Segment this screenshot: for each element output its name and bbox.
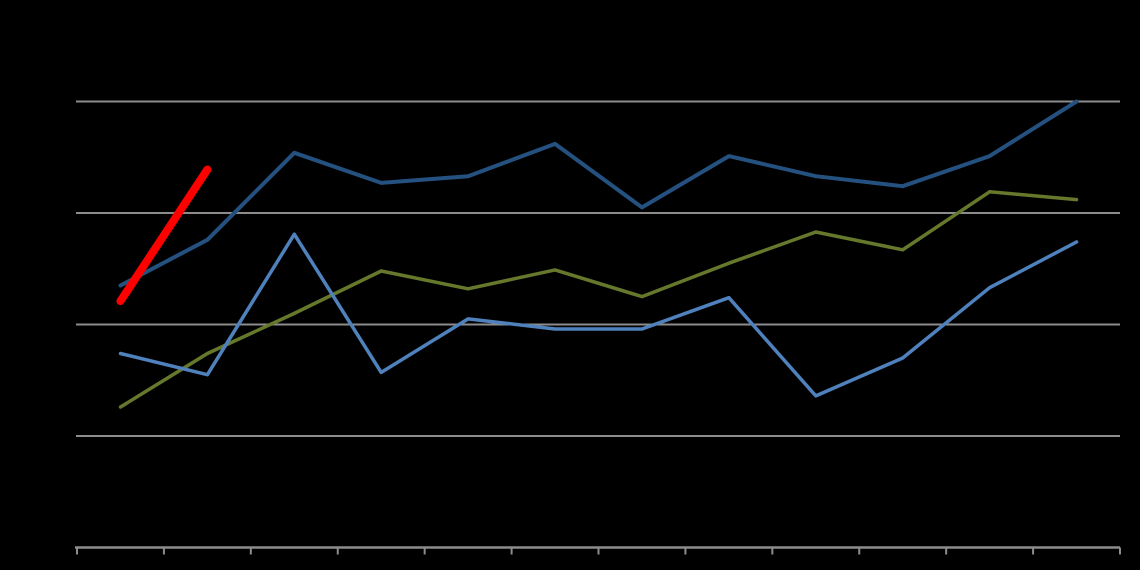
red-trend-line (116, 165, 212, 306)
dark-blue-series-line (118, 99, 1079, 288)
light-blue-series-line (118, 232, 1079, 398)
olive-green-series-line (118, 190, 1079, 409)
